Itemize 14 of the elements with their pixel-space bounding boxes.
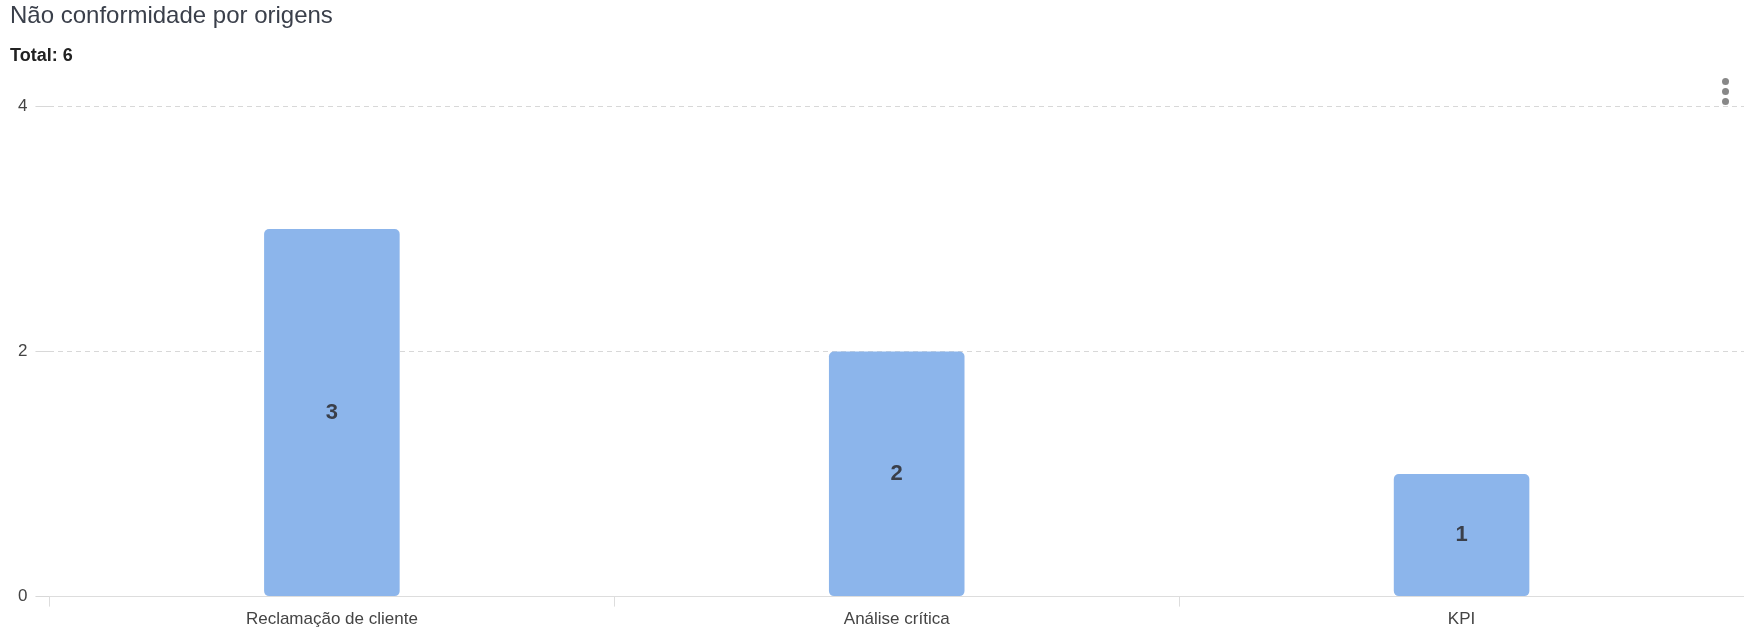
chart-subtitle: Total: 6 <box>10 44 73 65</box>
bar <box>1393 474 1530 597</box>
data-label: 1 <box>1455 521 1468 547</box>
data-label: 3 <box>325 398 338 424</box>
bar <box>828 351 965 597</box>
bar <box>264 228 400 597</box>
y-tick-label: 0 <box>17 586 28 606</box>
y-tick-label: 2 <box>17 341 28 361</box>
x-tick-label: KPI <box>1447 609 1476 629</box>
y-tick-label: 4 <box>17 96 28 116</box>
x-tick-label: Reclamação de cliente <box>245 609 418 629</box>
x-tick-label: Análise crítica <box>843 609 951 629</box>
chart-title: Não conformidade por origens <box>10 1 333 29</box>
data-label: 2 <box>890 459 903 485</box>
